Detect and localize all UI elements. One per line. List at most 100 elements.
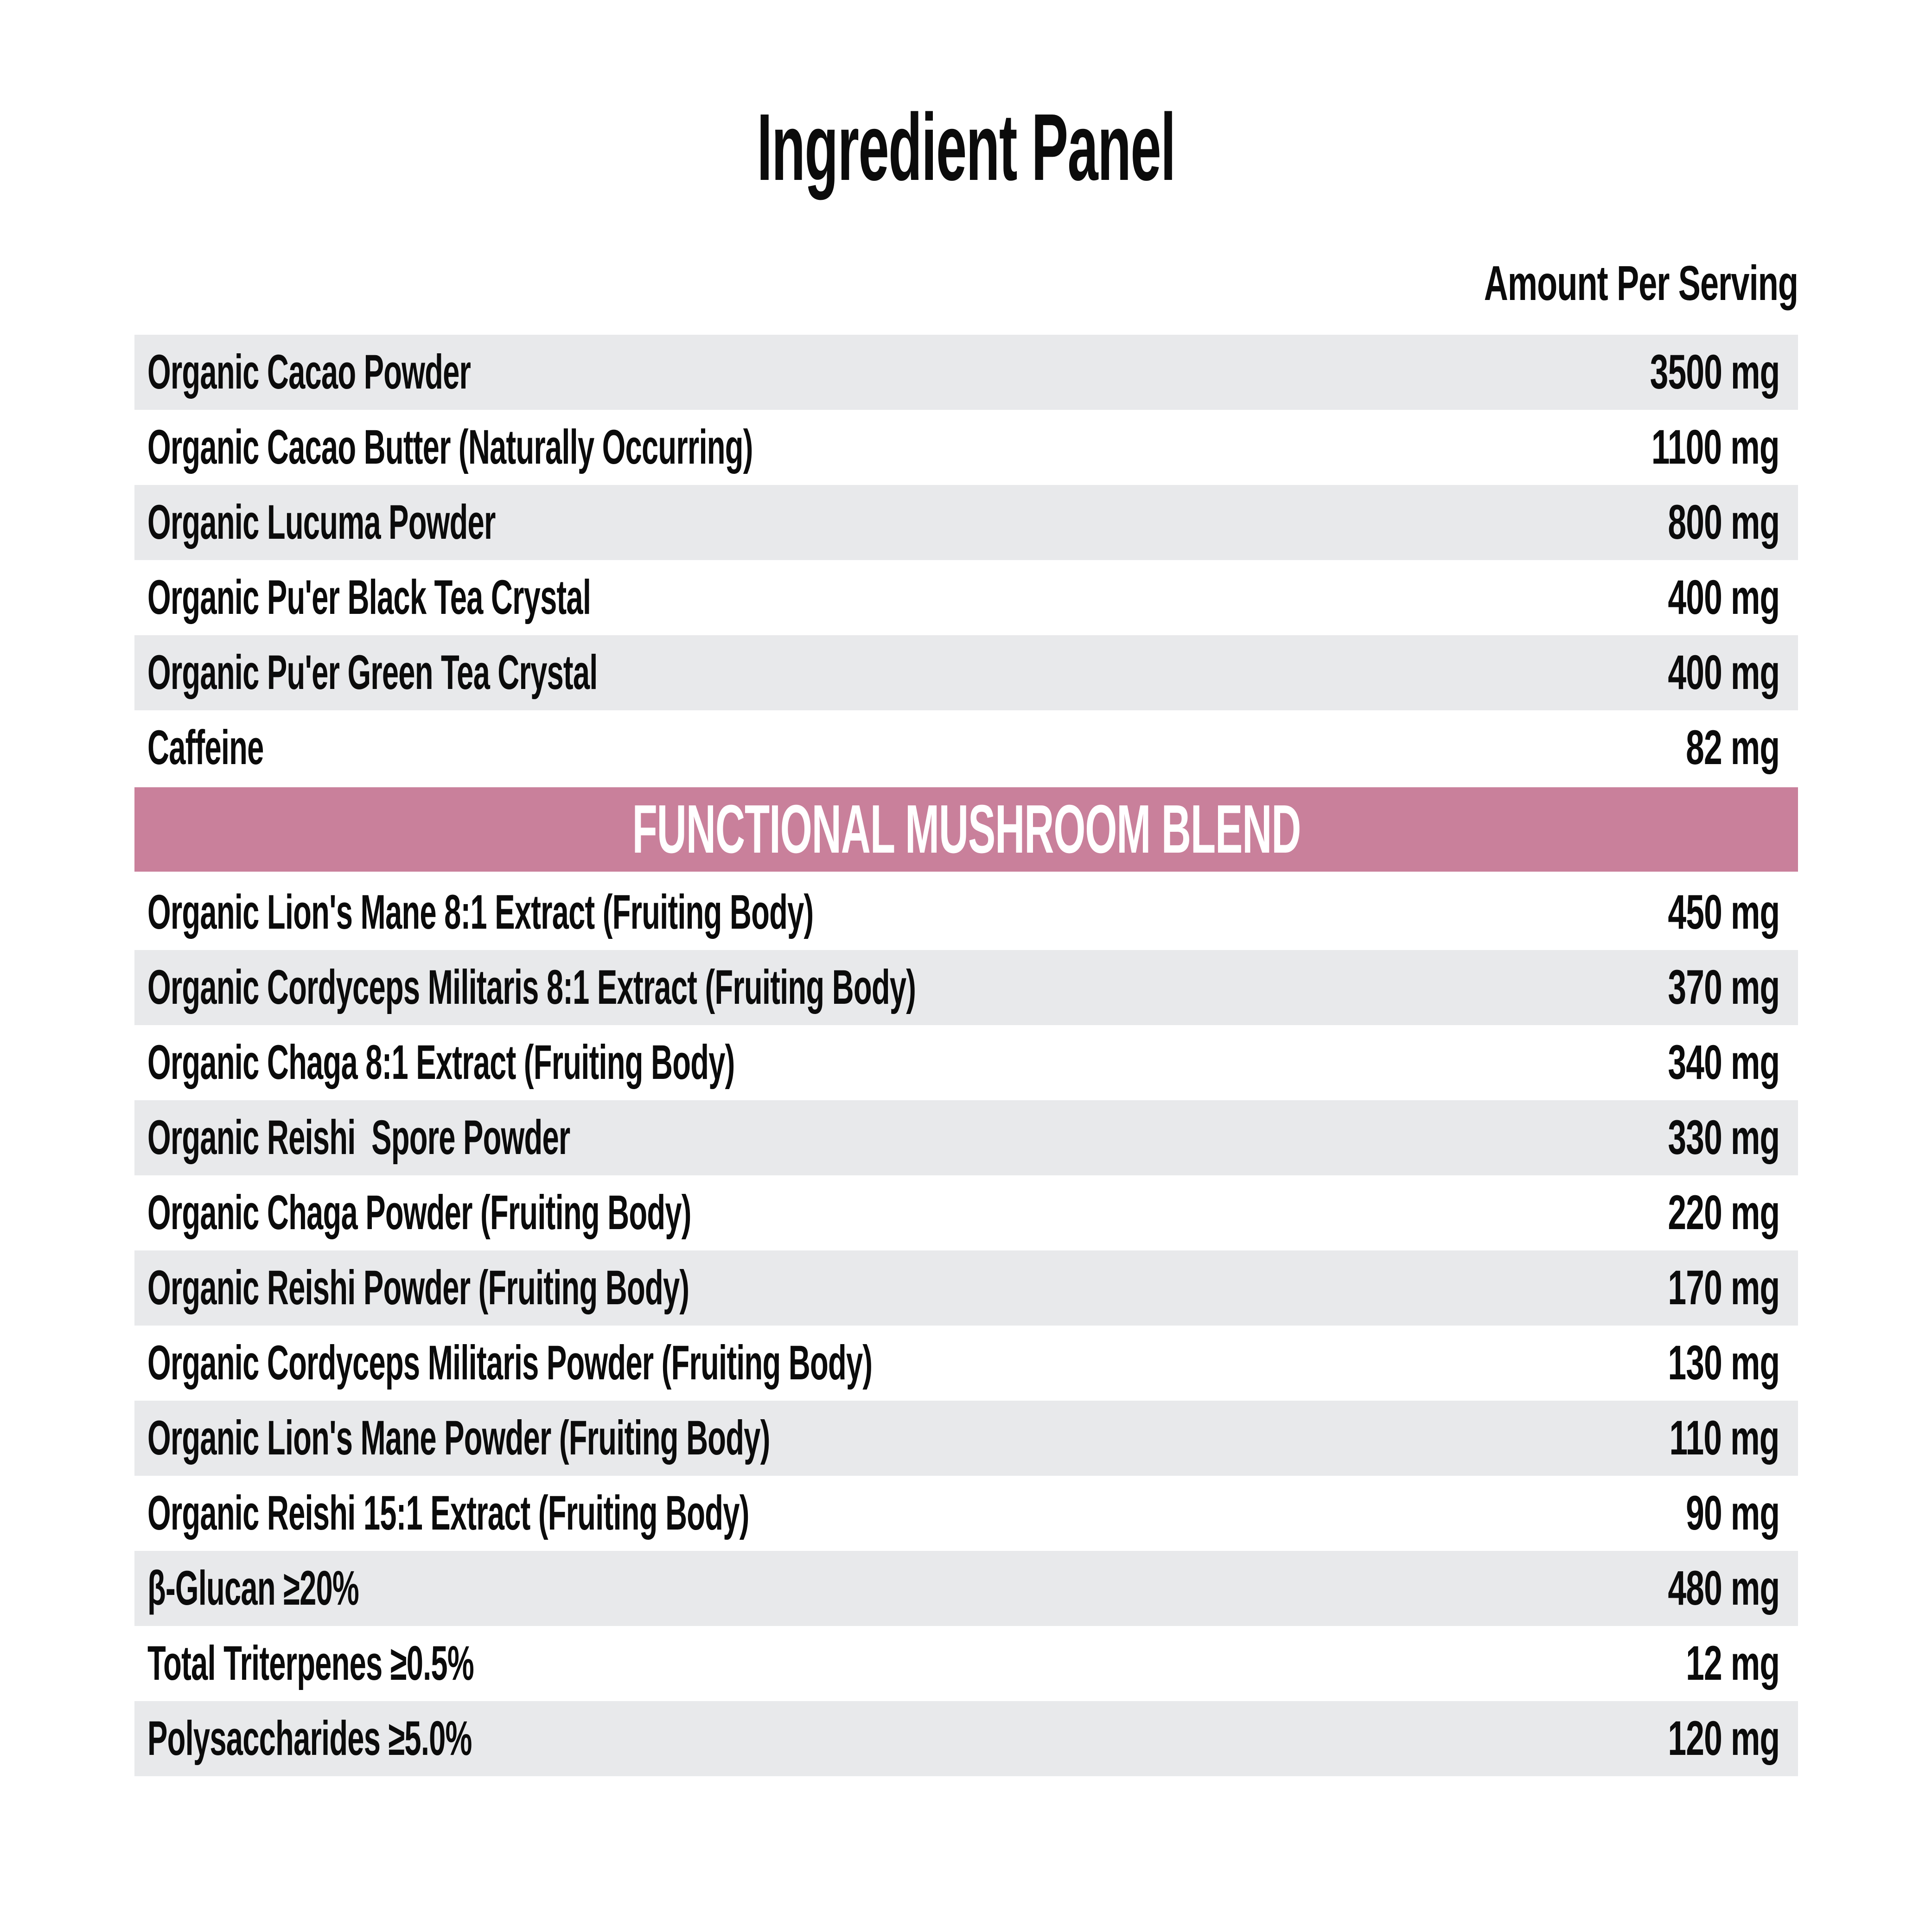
amount-cell: 3500 mg [1589, 335, 1780, 410]
amount-value: 110 mg [1670, 1411, 1780, 1465]
ingredient-label-cell: Organic Cordyceps Militaris 8:1 Extract … [147, 950, 1387, 1025]
ingredient-label: Organic Cordyceps Militaris 8:1 Extract … [147, 960, 916, 1014]
ingredient-label-cell: Caffeine [147, 710, 335, 785]
amount-value: 1100 mg [1651, 420, 1780, 474]
ingredient-label-cell: Organic Reishi Powder (Fruiting Body) [147, 1250, 1021, 1326]
table-row: Organic Reishi 15:1 Extract (Fruiting Bo… [134, 1476, 1798, 1551]
amount-cell: 400 mg [1615, 560, 1780, 635]
table-row: Organic Lucuma Powder 800 mg [134, 485, 1798, 560]
ingredient-label: Organic Lion's Mane Powder (Fruiting Bod… [147, 1411, 770, 1465]
ingredient-label: Caffeine [147, 721, 264, 775]
amount-cell: 450 mg [1615, 875, 1780, 950]
ingredient-label: Organic Reishi Powder (Fruiting Body) [147, 1261, 689, 1315]
ingredient-label: Organic Pu'er Black Tea Crystal [147, 570, 591, 625]
table-row: Organic Lion's Mane 8:1 Extract (Fruitin… [134, 875, 1798, 950]
amount-cell: 340 mg [1615, 1025, 1780, 1100]
table-row: Organic Cacao Butter (Naturally Occurrin… [134, 410, 1798, 485]
table-row: Organic Chaga Powder (Fruiting Body) 220 … [134, 1175, 1798, 1250]
amount-value: 340 mg [1668, 1035, 1780, 1090]
amount-per-serving-text: Amount Per Serving [1484, 256, 1798, 311]
ingredient-label: Organic Pu'er Green Tea Crystal [147, 645, 598, 700]
ingredient-label-cell: Polysaccharides ≥5.0% [147, 1701, 671, 1776]
ingredient-label-cell: Organic Chaga Powder (Fruiting Body) [147, 1175, 1024, 1250]
ingredient-label: Organic Reishi 15:1 Extract (Fruiting Bo… [147, 1486, 749, 1540]
amount-value: 450 mg [1668, 885, 1780, 939]
ingredient-label-cell: Organic Lion's Mane 8:1 Extract (Fruitin… [147, 875, 1222, 950]
amount-cell: 400 mg [1615, 635, 1780, 710]
ingredient-label: Organic Cacao Butter (Naturally Occurrin… [147, 420, 753, 474]
amount-cell: 170 mg [1615, 1250, 1780, 1326]
amount-value: 400 mg [1668, 570, 1780, 625]
ingredient-label: Organic Chaga 8:1 Extract (Fruiting Body… [147, 1035, 735, 1090]
amount-cell: 130 mg [1615, 1326, 1780, 1401]
ingredient-label-cell: Organic Reishi Spore Powder [147, 1100, 829, 1175]
ingredient-label-cell: Organic Chaga 8:1 Extract (Fruiting Body… [147, 1025, 1095, 1100]
amount-value: 3500 mg [1650, 345, 1780, 399]
table-row: Organic Lion's Mane Powder (Fruiting Bod… [134, 1401, 1798, 1476]
ingredient-label: Organic Lucuma Powder [147, 495, 496, 549]
ingredient-label: Organic Chaga Powder (Fruiting Body) [147, 1186, 691, 1240]
amount-cell: 82 mg [1642, 710, 1780, 785]
page-title-text: Ingredient Panel [757, 94, 1176, 200]
ingredient-table: Organic Cacao Powder 3500 mg Organic Cacao… [134, 335, 1798, 1776]
amount-cell: 330 mg [1615, 1100, 1780, 1175]
ingredient-label: Organic Cacao Powder [147, 345, 471, 399]
table-row: Organic Chaga 8:1 Extract (Fruiting Body… [134, 1025, 1798, 1100]
table-row: Organic Pu'er Green Tea Crystal 400 mg [134, 635, 1798, 710]
table-row: Organic Cordyceps Militaris Powder (Frui… [134, 1326, 1798, 1401]
amount-cell: 120 mg [1615, 1701, 1780, 1776]
amount-value: 170 mg [1668, 1261, 1780, 1315]
table-row: Organic Cordyceps Militaris 8:1 Extract … [134, 950, 1798, 1025]
amount-value: 330 mg [1668, 1110, 1780, 1165]
ingredient-label: Organic Reishi Spore Powder [147, 1110, 570, 1165]
ingredient-label-cell: β-Glucan ≥20% [147, 1551, 489, 1626]
blend-banner-text: FUNCTIONAL MUSHROOM BLEND [632, 791, 1301, 867]
table-row: Polysaccharides ≥5.0% 120 mg [134, 1701, 1798, 1776]
ingredient-label-cell: Organic Lucuma Powder [147, 485, 708, 560]
mushroom-blend-section: Organic Lion's Mane 8:1 Extract (Fruitin… [134, 875, 1798, 1776]
amount-value: 82 mg [1685, 721, 1780, 775]
ingredient-label: Polysaccharides ≥5.0% [147, 1711, 472, 1766]
ingredient-label-cell: Organic Lion's Mane Powder (Fruiting Bod… [147, 1401, 1151, 1476]
amount-cell: 480 mg [1615, 1551, 1780, 1626]
amount-value: 370 mg [1668, 960, 1780, 1014]
main-ingredients-section: Organic Cacao Powder 3500 mg Organic Cacao… [134, 335, 1798, 785]
amount-per-serving-header: Amount Per Serving [134, 253, 1798, 314]
ingredient-label-cell: Organic Reishi 15:1 Extract (Fruiting Bo… [147, 1476, 1118, 1551]
amount-cell: 220 mg [1615, 1175, 1780, 1250]
amount-cell: 800 mg [1615, 485, 1780, 560]
table-row: Total Triterpenes ≥0.5% 12 mg [134, 1626, 1798, 1701]
table-row: β-Glucan ≥20% 480 mg [134, 1551, 1798, 1626]
amount-cell: 370 mg [1615, 950, 1780, 1025]
ingredient-label-cell: Organic Pu'er Green Tea Crystal [147, 635, 873, 710]
page-title: Ingredient Panel [134, 95, 1798, 200]
ingredient-label-cell: Organic Cordyceps Militaris Powder (Frui… [147, 1326, 1317, 1401]
table-row: Organic Pu'er Black Tea Crystal 400 mg [134, 560, 1798, 635]
amount-value: 400 mg [1668, 645, 1780, 700]
amount-value: 220 mg [1668, 1186, 1780, 1240]
ingredient-label-cell: Total Triterpenes ≥0.5% [147, 1626, 674, 1701]
amount-value: 130 mg [1668, 1336, 1780, 1390]
amount-cell: 110 mg [1618, 1401, 1780, 1476]
ingredient-label: Organic Cordyceps Militaris Powder (Frui… [147, 1336, 873, 1390]
table-row: Organic Cacao Powder 3500 mg [134, 335, 1798, 410]
table-row: Organic Reishi Spore Powder 330 mg [134, 1100, 1798, 1175]
amount-cell: 1100 mg [1591, 410, 1780, 485]
ingredient-label-cell: Organic Cacao Butter (Naturally Occurrin… [147, 410, 1124, 485]
amount-value: 90 mg [1685, 1486, 1780, 1540]
amount-value: 12 mg [1685, 1636, 1780, 1690]
amount-cell: 90 mg [1642, 1476, 1780, 1551]
amount-value: 120 mg [1668, 1711, 1780, 1766]
ingredient-label: Organic Lion's Mane 8:1 Extract (Fruitin… [147, 885, 814, 939]
amount-cell: 12 mg [1642, 1626, 1780, 1701]
ingredient-label-cell: Organic Pu'er Black Tea Crystal [147, 560, 862, 635]
functional-mushroom-blend-banner: FUNCTIONAL MUSHROOM BLEND [134, 787, 1798, 872]
amount-value: 480 mg [1668, 1561, 1780, 1615]
table-row: Organic Reishi Powder (Fruiting Body) 170… [134, 1250, 1798, 1326]
ingredient-label: Total Triterpenes ≥0.5% [147, 1636, 474, 1690]
amount-value: 800 mg [1668, 495, 1780, 549]
table-row: Caffeine 82 mg [134, 710, 1798, 785]
ingredient-label: β-Glucan ≥20% [147, 1561, 359, 1615]
ingredient-label-cell: Organic Cacao Powder [147, 335, 669, 410]
